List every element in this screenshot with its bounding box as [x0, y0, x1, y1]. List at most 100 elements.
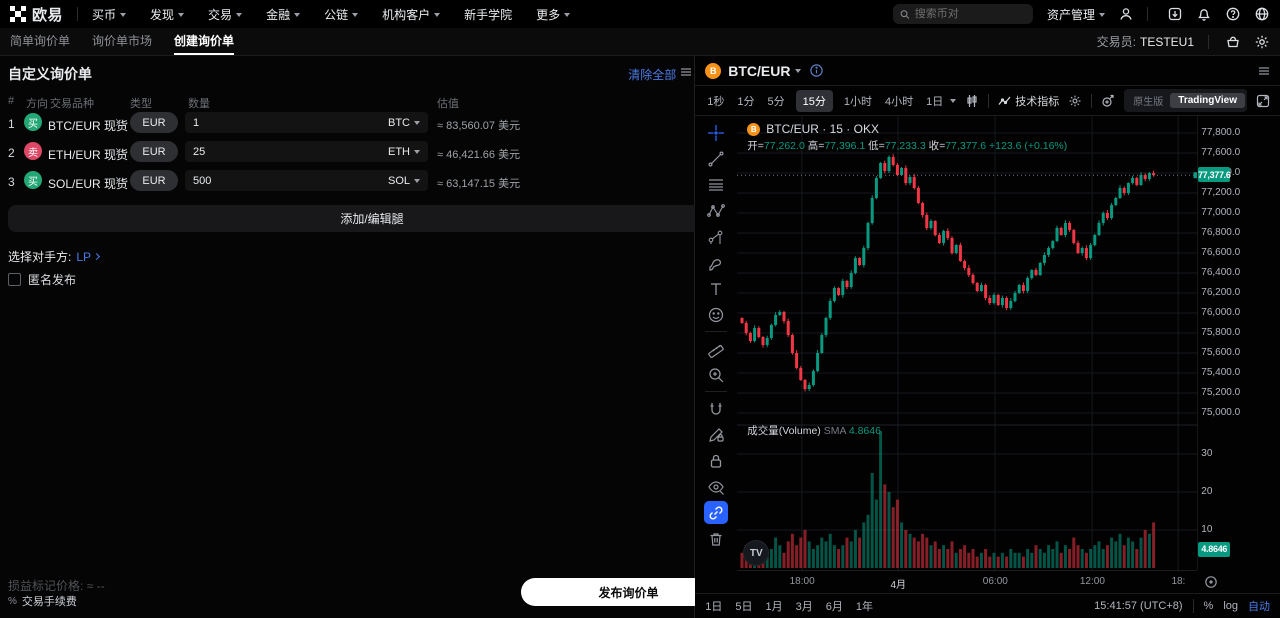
interval-1m[interactable]: 1分: [737, 95, 755, 108]
chevron-down-icon: [434, 13, 441, 18]
chart-toolbar: 1秒 1分 5分 15分 1小时 4小时 1日 技术指标 原生版 Trading…: [695, 86, 1280, 116]
leg-amount-input[interactable]: [193, 145, 388, 158]
zoom-in-icon[interactable]: [704, 363, 728, 386]
symbol-select[interactable]: BTC/EUR: [728, 62, 791, 79]
nav-item-institutional[interactable]: 机构客户: [382, 6, 441, 23]
leg-currency-select[interactable]: BTC: [388, 117, 420, 129]
portfolio-icon[interactable]: [1225, 34, 1241, 50]
globe-icon[interactable]: [1254, 6, 1270, 22]
candle-style-icon[interactable]: [965, 94, 979, 108]
source-tradingview-button[interactable]: TradingView: [1170, 93, 1245, 108]
nav-item-academy[interactable]: 新手学院: [464, 7, 513, 22]
anonymous-checkbox[interactable]: [8, 273, 21, 286]
fib-retracement-icon[interactable]: [704, 173, 728, 196]
expand-icon[interactable]: [1256, 94, 1270, 108]
chart-panel: B BTC/EUR 1秒 1分 5分 15分 1小时 4小时 1日 技术指标: [695, 56, 1280, 618]
text-tool-icon[interactable]: [704, 277, 728, 300]
panel-menu-icon[interactable]: [680, 66, 692, 78]
log-scale-button[interactable]: log: [1223, 600, 1238, 612]
compare-icon[interactable]: [1101, 94, 1115, 108]
leg-index: 3: [8, 175, 15, 189]
prediction-tool-icon[interactable]: [704, 225, 728, 248]
interval-1h[interactable]: 1小时: [843, 95, 873, 108]
interval-15m[interactable]: 15分: [795, 89, 833, 112]
sync-drawings-icon[interactable]: [704, 501, 729, 524]
clear-all-link[interactable]: 清除全部: [628, 68, 677, 82]
search-input[interactable]: [892, 4, 1033, 24]
range-3mo[interactable]: 3月: [795, 601, 813, 613]
okx-logo-icon[interactable]: [10, 6, 26, 22]
crosshair-tool-icon[interactable]: [704, 121, 728, 144]
brush-tool-icon[interactable]: [704, 251, 728, 274]
tab-simple-rfq[interactable]: 简单询价单: [10, 34, 71, 48]
range-6mo[interactable]: 6月: [825, 601, 843, 613]
leg-amount-input[interactable]: [193, 174, 388, 187]
auto-scale-button[interactable]: 自动: [1248, 601, 1270, 613]
measure-tool-icon[interactable]: [704, 337, 728, 360]
leg-instrument[interactable]: BTC/EUR 现货: [48, 119, 129, 133]
info-icon[interactable]: [809, 63, 824, 78]
leg-currency-select[interactable]: SOL: [388, 175, 420, 187]
nav-item-finance[interactable]: 金融: [266, 6, 301, 23]
tab-rfq-market[interactable]: 询价单市场: [92, 34, 153, 48]
bell-icon[interactable]: [1196, 6, 1212, 22]
drawing-edit-lock-icon[interactable]: [704, 423, 728, 446]
lock-tool-icon[interactable]: [704, 449, 728, 472]
top-navigation: 欧易 买币 发现 交易 金融 公链 机构客户 新手学院 更多 资产管理: [0, 0, 1280, 28]
user-icon[interactable]: [1118, 6, 1134, 22]
tab-create-rfq[interactable]: 创建询价单: [174, 28, 235, 55]
percent-scale-button[interactable]: %: [1203, 600, 1214, 612]
search-icon: [900, 9, 910, 19]
emoji-tool-icon[interactable]: [704, 303, 728, 326]
nav-item-chain[interactable]: 公链: [324, 6, 359, 23]
brand-name[interactable]: 欧易: [32, 6, 64, 24]
leg-type-pill[interactable]: EUR: [130, 112, 178, 133]
leg-amount-input[interactable]: [193, 116, 388, 129]
range-1y[interactable]: 1年: [855, 601, 874, 613]
interval-1s[interactable]: 1秒: [707, 95, 725, 108]
interval-1d[interactable]: 1日: [926, 95, 944, 108]
counterparty-link[interactable]: LP: [76, 249, 92, 264]
panel-menu-icon[interactable]: [1258, 65, 1270, 77]
leg-instrument[interactable]: ETH/EUR 现货: [48, 148, 129, 162]
time-axis[interactable]: 18:00 4月 06:00 12:00 18:: [737, 570, 1198, 593]
leg-currency-select[interactable]: ETH: [388, 146, 420, 158]
anonymous-row: 匿名发布: [8, 271, 76, 288]
indicators-button[interactable]: 技术指标: [998, 93, 1059, 109]
leg-instrument[interactable]: SOL/EUR 现货: [48, 177, 129, 191]
gear-icon[interactable]: [1254, 34, 1270, 50]
range-1d[interactable]: 1日: [705, 601, 723, 613]
assets-menu[interactable]: 资产管理: [1047, 6, 1105, 23]
nav-item-discover[interactable]: 发现: [150, 6, 185, 23]
leg-amount-field: ETH: [185, 141, 428, 162]
magnet-tool-icon[interactable]: [704, 397, 728, 420]
page-title: 自定义询价单: [8, 66, 92, 82]
clock[interactable]: 15:41:57 (UTC+8): [1094, 600, 1183, 612]
price-axis[interactable]: 77,800.077,600.077,400.077,200.077,000.0…: [1197, 116, 1240, 570]
search-field[interactable]: [914, 8, 1026, 20]
candlestick-chart[interactable]: [737, 116, 1198, 570]
interval-4h[interactable]: 4小时: [885, 95, 914, 108]
nav-item-buy-crypto[interactable]: 买币: [92, 6, 127, 23]
help-icon[interactable]: [1225, 6, 1241, 22]
interval-5m[interactable]: 5分: [767, 95, 785, 108]
hide-drawings-icon[interactable]: [704, 475, 728, 498]
trading-fee-row[interactable]: % 交易手续费: [8, 593, 77, 609]
source-native-button[interactable]: 原生版: [1133, 97, 1164, 108]
chart-legend-title[interactable]: B BTC/EUR · 15 · OKX: [747, 122, 879, 136]
range-5d[interactable]: 5日: [735, 601, 753, 613]
add-edit-legs-button[interactable]: 添加/编辑腿: [8, 205, 736, 232]
nav-item-trade[interactable]: 交易: [208, 6, 243, 23]
download-app-icon[interactable]: [1167, 6, 1183, 22]
leg-type-pill[interactable]: EUR: [130, 170, 178, 191]
nav-item-more[interactable]: 更多: [536, 6, 571, 23]
remove-drawings-icon[interactable]: [704, 527, 728, 550]
trendline-tool-icon[interactable]: [704, 147, 728, 170]
target-icon[interactable]: [1204, 575, 1218, 589]
xabcd-pattern-icon[interactable]: [704, 199, 728, 222]
leg-amount-field: SOL: [185, 170, 428, 191]
chart-settings-icon[interactable]: [1068, 94, 1082, 108]
range-1mo[interactable]: 1月: [765, 601, 783, 613]
leg-type-pill[interactable]: EUR: [130, 141, 178, 162]
trading-fee-label: 交易手续费: [21, 596, 77, 608]
